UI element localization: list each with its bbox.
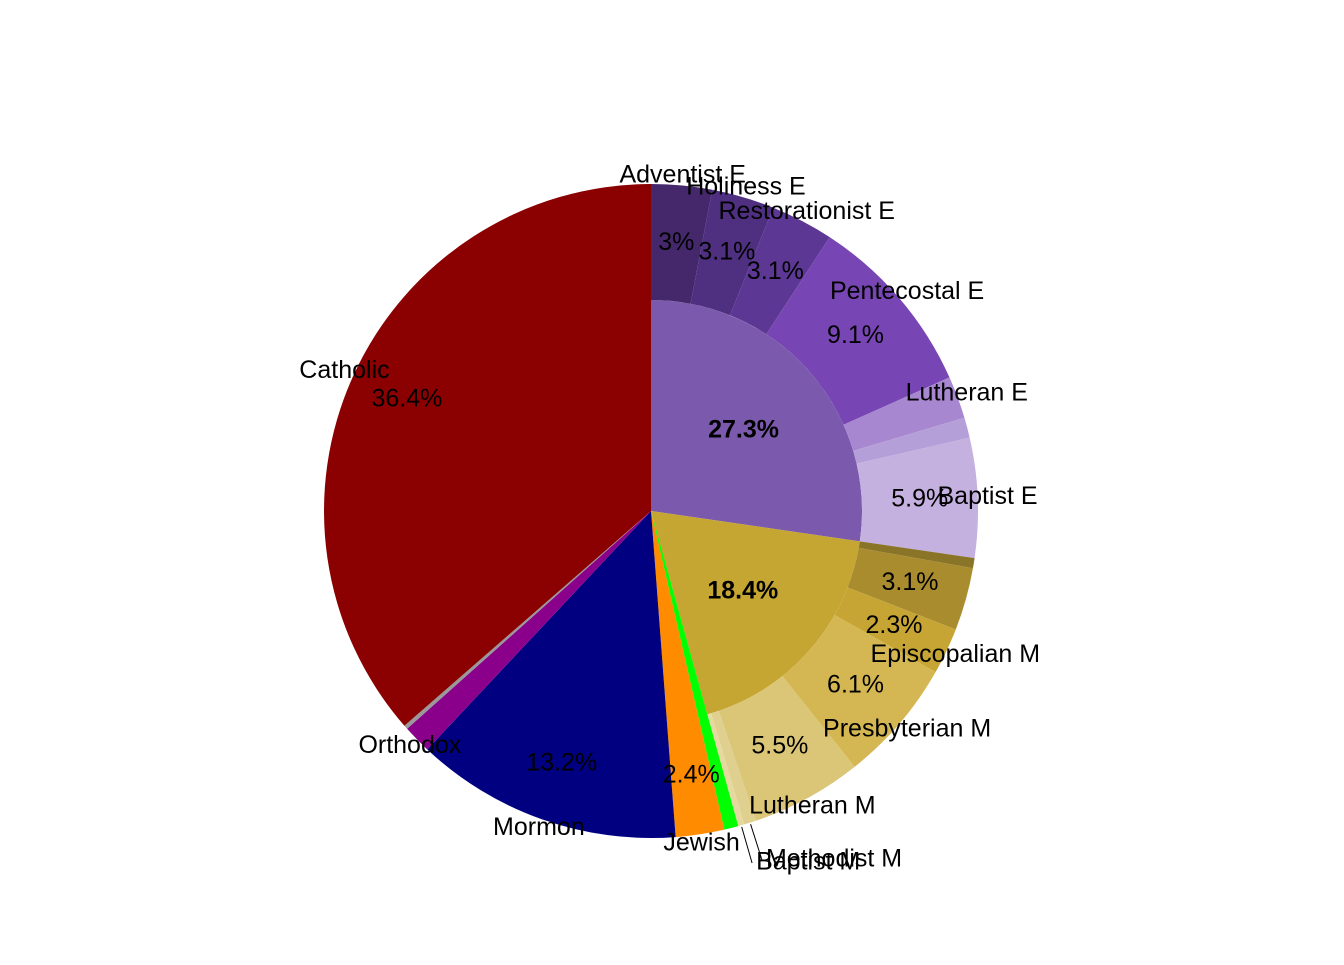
segment [847,547,973,630]
segment [651,511,739,830]
value-label: 27.3% [708,416,779,444]
segment [404,511,651,729]
segment [707,713,745,827]
value-label: 2.4% [663,761,720,789]
segment-name: Restorationist E [718,197,894,225]
segment [651,511,860,715]
segment-name: Baptist M [756,848,860,876]
segment-name: Lutheran E [906,379,1028,407]
value-label: 9.1% [827,321,884,349]
segment-name: Jewish [663,829,739,857]
segment-name: Presbyterian M [823,714,991,742]
segment-name: Catholic [299,356,389,384]
value-label: 5.9% [891,485,948,513]
segment-name: Methodist M [766,845,902,873]
segment-name: Episcopalian M [871,640,1041,668]
segment [843,377,965,451]
segment [651,511,725,838]
segment [858,541,975,569]
segment [718,676,855,821]
segment [427,511,676,838]
value-label: 36.4% [372,384,443,412]
segment-name: Adventist E [619,160,745,188]
value-label: 3.1% [747,257,804,285]
segment-name: Mormon [493,813,585,841]
segment [834,587,956,673]
value-label: 3% [658,228,694,256]
value-label: 3.1% [698,238,755,266]
leader-line [741,826,753,864]
segment [729,207,830,335]
segment-name: Pentecostal E [830,277,984,305]
value-label: 18.4% [707,577,778,605]
value-label: 13.2% [526,748,597,776]
segment-name: Orthodox [358,731,461,759]
segment [651,300,862,542]
value-label: 5.5% [751,732,808,760]
segment-name: Holiness E [686,172,806,200]
segment [690,189,774,316]
value-label: 3.1% [882,568,939,596]
segment [711,710,756,825]
segment [407,511,651,750]
segment-name: Baptist E [937,482,1037,510]
value-label: 6.1% [827,670,884,698]
segment-name: Lutheran M [749,791,875,819]
segment [766,237,950,425]
leader-line [750,824,763,861]
value-label: 2.3% [866,611,923,639]
segment [853,417,970,464]
segment [651,184,713,304]
segment [324,184,651,726]
segment [856,437,978,559]
segment [782,614,936,767]
